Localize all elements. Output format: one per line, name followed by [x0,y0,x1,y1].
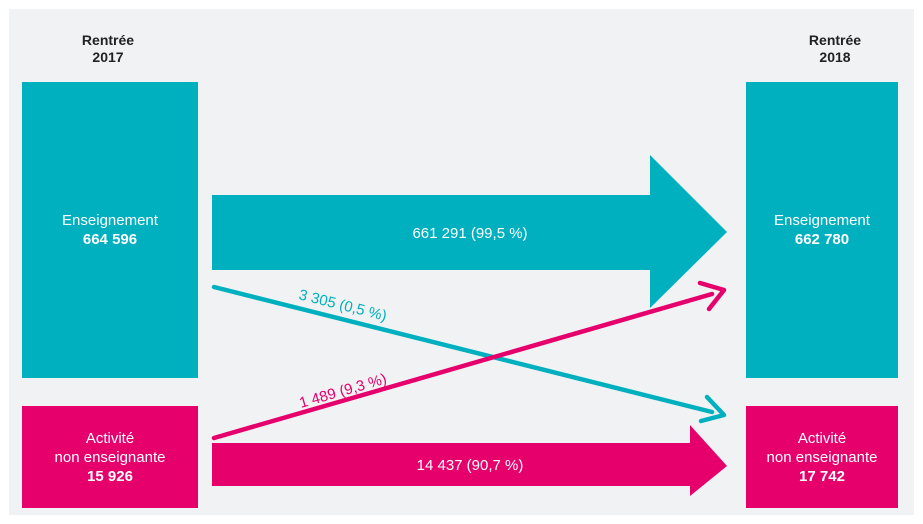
node-nonteaching-2018-label-line1: Activité [797,429,847,447]
flow-label-nonteaching-to-nonteaching: 14 437 (90,7 %) [417,457,524,474]
node-teaching-2017-value: 664 596 [82,231,138,248]
flow-line-teaching-to-nonteaching [211,284,715,415]
flow-arrow-teaching-to-teaching [212,155,727,308]
node-nonteaching-2017-label-line1: Activité [85,429,135,447]
node-teaching-2018-label: Enseignement [774,212,870,229]
year-header-2017-line1: Rentrée [81,32,135,48]
node-teaching-2018-value: 662 780 [794,231,850,248]
node-nonteaching-2017-value: 15 926 [87,467,133,485]
flow-arrowhead-teaching-to-nonteaching [698,394,727,424]
node-teaching-2018: Enseignement 662 780 [746,82,898,378]
flow-label-teaching-to-teaching: 661 291 (99,5 %) [412,225,527,242]
year-header-2018-line2: 2018 [819,49,851,65]
year-header-2017: Rentrée 2017 [48,32,168,66]
flow-arrow-nonteaching-to-nonteaching [212,425,727,496]
flow-line-nonteaching-to-teaching [211,291,715,441]
year-header-2018-line1: Rentrée [808,32,862,48]
flow-arrowhead-nonteaching-to-teaching [697,280,727,312]
node-nonteaching-2017: Activité non enseignante 15 926 [22,406,198,508]
node-nonteaching-2018-label-line2: non enseignante [766,448,878,466]
node-teaching-2017: Enseignement 664 596 [22,82,198,378]
node-nonteaching-2018-value: 17 742 [799,467,845,485]
node-teaching-2017-label: Enseignement [62,212,158,229]
node-nonteaching-2018: Activité non enseignante 17 742 [746,406,898,508]
year-header-2017-line2: 2017 [92,49,124,65]
year-header-2018: Rentrée 2018 [775,32,895,66]
node-nonteaching-2017-label-line2: non enseignante [54,448,166,466]
